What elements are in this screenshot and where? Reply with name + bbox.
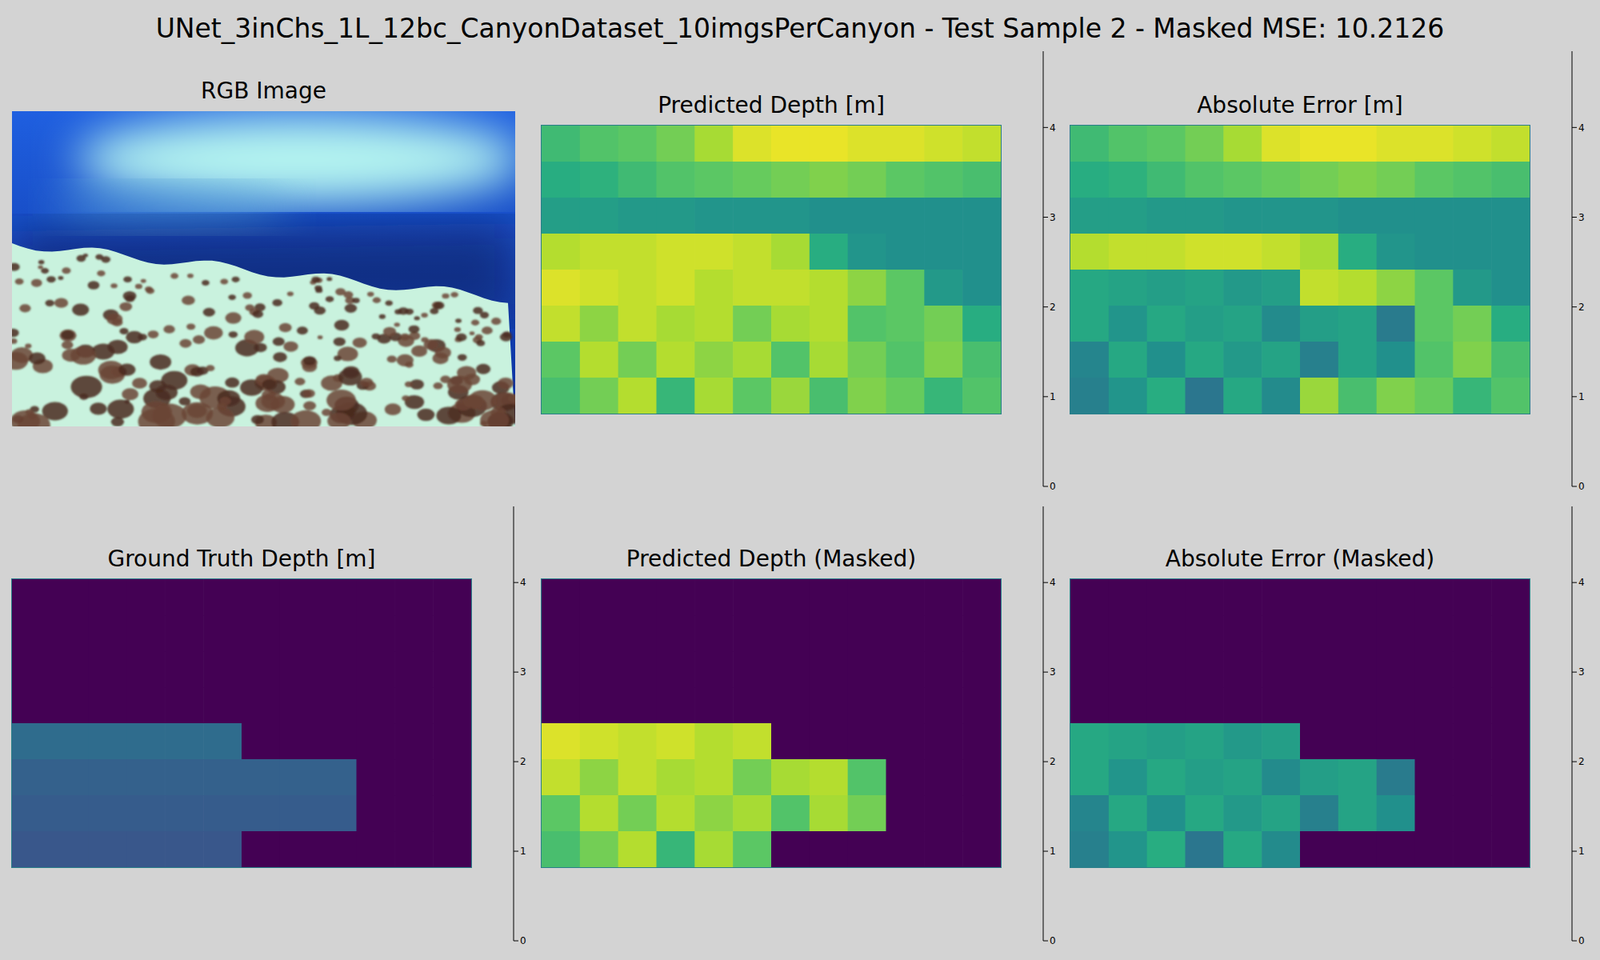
svg-text:3: 3 [1578, 666, 1585, 678]
svg-text:0: 0 [520, 935, 527, 947]
svg-text:3: 3 [1578, 212, 1585, 224]
svg-text:1: 1 [1578, 845, 1585, 857]
svg-text:3: 3 [1049, 212, 1056, 224]
svg-text:4: 4 [1049, 576, 1056, 588]
svg-text:4: 4 [1578, 576, 1585, 588]
svg-text:4: 4 [1578, 122, 1585, 134]
svg-text:2: 2 [1578, 756, 1585, 768]
html-text:Predicted Depth [m]: Predicted Depth [m] [657, 92, 885, 119]
svg-text:0: 0 [1049, 935, 1056, 947]
svg-text:1: 1 [520, 845, 527, 857]
html-text:Predicted Depth (Masked): Predicted Depth (Masked) [626, 545, 917, 572]
svg-text:0: 0 [1578, 480, 1585, 492]
svg-text:4: 4 [520, 576, 527, 588]
svg-text:0: 0 [1049, 480, 1056, 492]
svg-text:2: 2 [520, 756, 527, 768]
svg-text:3: 3 [1049, 666, 1056, 678]
svg-text:2: 2 [1049, 301, 1056, 313]
html-text:RGB Image: RGB Image [200, 77, 327, 104]
html-text:Absolute Error [m]: Absolute Error [m] [1196, 92, 1404, 119]
svg-text:3: 3 [520, 666, 527, 678]
svg-text:4: 4 [1049, 122, 1056, 134]
html-text:UNet_3inChs_1L_12bc_CanyonData: UNet_3inChs_1L_12bc_CanyonDataset_10imgs… [155, 12, 1445, 44]
svg-text:0: 0 [1578, 935, 1585, 947]
svg-text:1: 1 [1049, 391, 1056, 403]
html-text:Ground Truth Depth [m]: Ground Truth Depth [m] [107, 545, 376, 572]
svg-text:1: 1 [1049, 845, 1056, 857]
svg-text:1: 1 [1578, 391, 1585, 403]
svg-text:2: 2 [1049, 756, 1056, 768]
svg-text:2: 2 [1578, 301, 1585, 313]
html-text:Absolute Error (Masked): Absolute Error (Masked) [1165, 545, 1435, 572]
